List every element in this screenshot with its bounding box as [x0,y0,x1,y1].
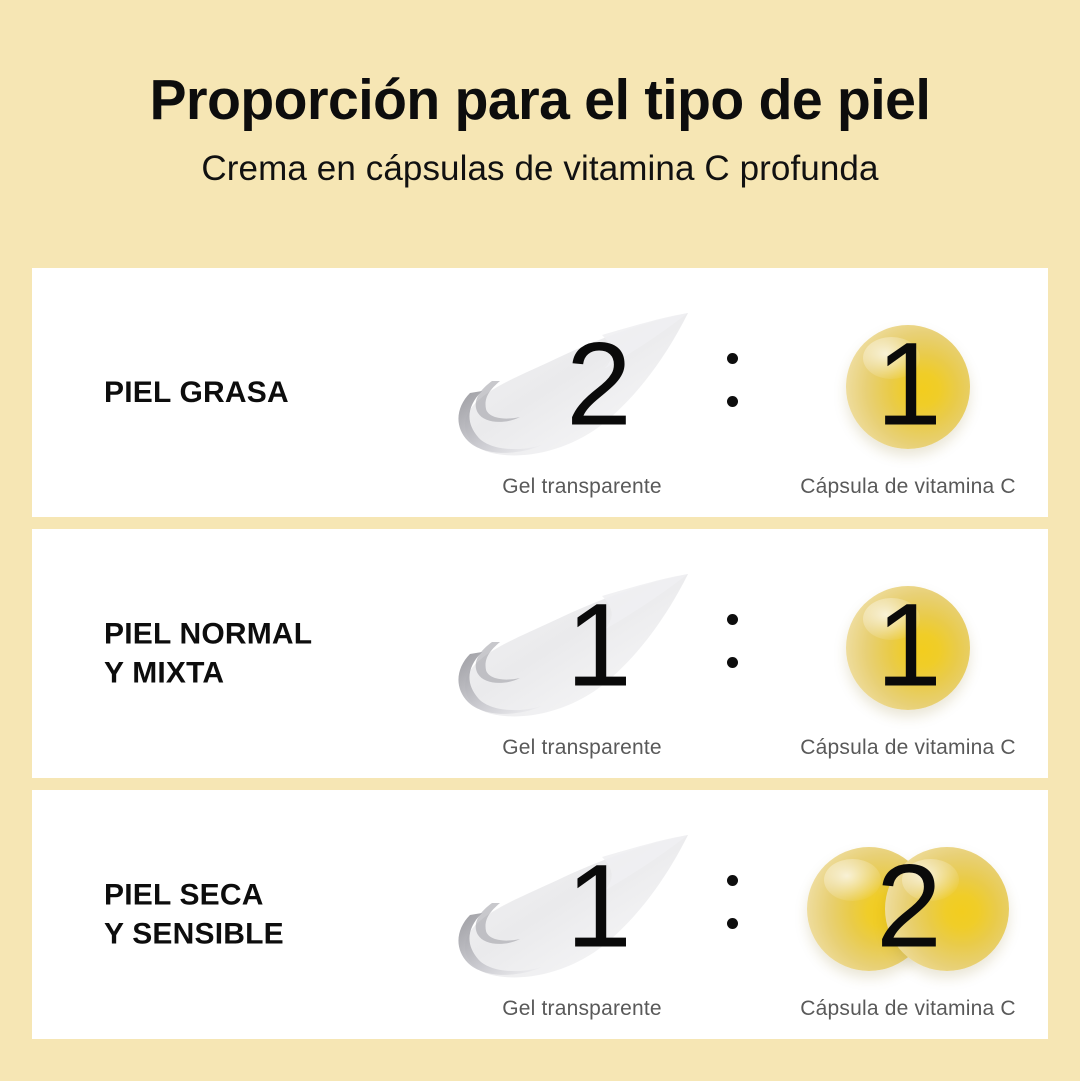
gel-caption: Gel transparente [502,735,662,759]
capsule-column: 1 Cápsula de vitamina C [768,548,1048,760]
gel-swatch-area: 1 [442,825,722,993]
ratio-row-card: PIEL NORMAL Y MIXTA 1 Gel transparente [32,529,1048,778]
gel-swatch-area: 1 [442,564,722,732]
skin-type-label: PIEL SECA Y SENSIBLE [104,877,284,951]
vitamin-c-capsule-icon [846,585,970,710]
capsule-column: 1 Cápsula de vitamina C [768,287,1048,499]
capsule-cluster [768,307,1048,467]
gel-count: 2 [566,318,632,451]
capsule-caption: Cápsula de vitamina C [800,996,1016,1020]
skin-type-label: PIEL GRASA [104,375,289,409]
gel-caption: Gel transparente [502,996,662,1020]
vitamin-c-capsule-icon [846,324,970,449]
colon-dot-top [726,352,738,364]
capsule-swatch-area: 1 [768,564,1048,732]
ratio-separator [722,818,742,986]
gel-column: 1 Gel transparente [442,548,722,760]
colon-dot-bottom [726,917,738,929]
ratio-group: 2 Gel transparente 1 Cápsula de vitamina… [432,268,1048,517]
colon-dot-top [726,613,738,625]
gel-column: 2 Gel transparente [442,287,722,499]
gel-count: 1 [566,840,632,973]
gel-caption: Gel transparente [502,474,662,498]
capsule-count: 2 [876,840,942,973]
capsule-cluster [768,829,1048,989]
capsule-column: 2 Cápsula de vitamina C [768,809,1048,1021]
capsule-cluster [768,568,1048,728]
ratio-separator [722,296,742,464]
page-title: Proporción para el tipo de piel [149,68,931,132]
colon-dot-top [726,874,738,886]
colon-dot-bottom [726,656,738,668]
skin-type-label: PIEL NORMAL Y MIXTA [104,616,313,690]
capsule-count: 1 [876,318,942,451]
ratio-row-card: PIEL GRASA [32,268,1048,517]
gel-swatch-area: 2 [442,303,722,471]
ratio-group: 1 Gel transparente 1 Cápsula de vitamina… [432,529,1048,778]
colon-dot-bottom [726,395,738,407]
capsule-count: 1 [876,579,942,712]
ratio-card-list: PIEL GRASA [32,268,1048,1039]
capsule-swatch-area: 1 [768,303,1048,471]
page-header: Proporción para el tipo de piel Crema en… [0,0,1080,188]
ratio-separator [722,557,742,725]
page-subtitle: Crema en cápsulas de vitamina C profunda [201,149,879,188]
ratio-row-card: PIEL SECA Y SENSIBLE 1 Gel transparente [32,790,1048,1039]
capsule-caption: Cápsula de vitamina C [800,474,1016,498]
ratio-group: 1 Gel transparente 2 Cápsula de vitamina… [432,790,1048,1039]
capsule-swatch-area: 2 [768,825,1048,993]
gel-column: 1 Gel transparente [442,809,722,1021]
capsule-caption: Cápsula de vitamina C [800,735,1016,759]
vitamin-c-capsule-icon [885,846,1009,971]
gel-count: 1 [566,579,632,712]
